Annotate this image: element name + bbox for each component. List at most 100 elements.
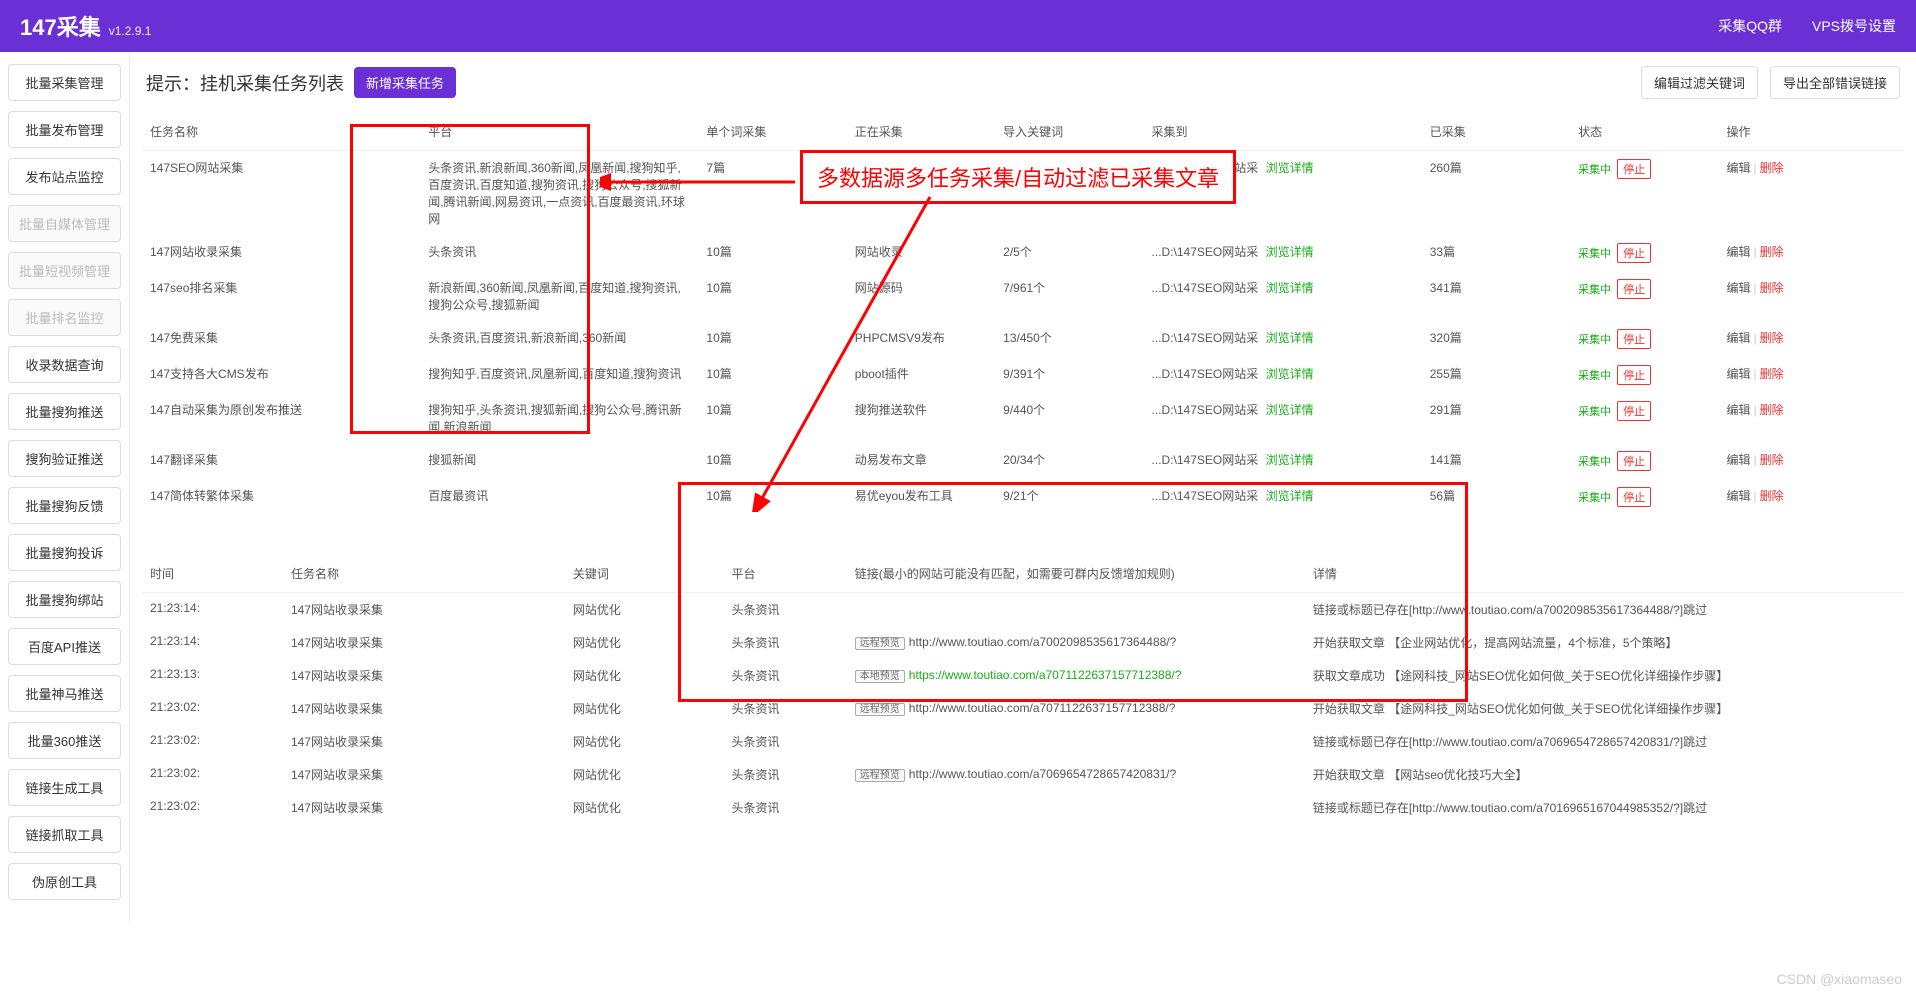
delete-link[interactable]: 删除 (1760, 245, 1784, 259)
task-cell: ...D:\147SEO网站采 浏览详情 (1144, 271, 1422, 321)
browse-detail-link[interactable]: 浏览详情 (1266, 453, 1314, 467)
stop-button[interactable]: 停止 (1617, 365, 1651, 385)
sidebar-item-7[interactable]: 批量搜狗推送 (8, 393, 121, 430)
sidebar-item-1[interactable]: 批量发布管理 (8, 111, 121, 148)
sidebar-item-5: 批量排名监控 (8, 299, 121, 336)
status-label: 采集中 (1578, 492, 1611, 504)
browse-detail-link[interactable]: 浏览详情 (1266, 367, 1314, 381)
browse-detail-link[interactable]: 浏览详情 (1266, 331, 1314, 345)
tasks-col-2: 单个词采集 (698, 113, 846, 151)
log-link-cell: 远程预览 http://www.toutiao.com/a700209853561… (847, 626, 1305, 659)
task-cell: 147网站收录采集 (142, 235, 420, 271)
preview-button[interactable]: 远程预览 (855, 769, 905, 782)
status-label: 采集中 (1578, 456, 1611, 468)
log-platform: 头条资讯 (723, 692, 846, 725)
task-cell: ...D:\147SEO网站采 浏览详情 (1144, 235, 1422, 271)
header-link-qq[interactable]: 采集QQ群 (1718, 16, 1782, 36)
task-cell: 采集中停止 (1570, 393, 1718, 443)
sidebar-item-16[interactable]: 链接抓取工具 (8, 816, 121, 853)
browse-detail-link[interactable]: 浏览详情 (1266, 245, 1314, 259)
delete-link[interactable]: 删除 (1760, 453, 1784, 467)
delete-link[interactable]: 删除 (1760, 161, 1784, 175)
task-cell: 编辑|删除 (1718, 151, 1904, 236)
browse-detail-link[interactable]: 浏览详情 (1266, 161, 1314, 175)
log-url[interactable]: https://www.toutiao.com/a707112263715771… (909, 668, 1182, 682)
filter-keyword-button[interactable]: 编辑过滤关键词 (1641, 66, 1758, 99)
dest-path: ...D:\147SEO网站采 (1152, 403, 1259, 417)
stop-button[interactable]: 停止 (1617, 487, 1651, 507)
header-link-vps[interactable]: VPS拨号设置 (1812, 16, 1896, 36)
log-keyword: 网站优化 (565, 593, 724, 627)
browse-detail-link[interactable]: 浏览详情 (1266, 403, 1314, 417)
log-time: 21:23:13: (142, 659, 283, 692)
preview-button[interactable]: 远程预览 (855, 703, 905, 716)
log-time: 21:23:02: (142, 725, 283, 758)
dest-path: ...D:\147SEO网站采 (1152, 453, 1259, 467)
sidebar-item-10[interactable]: 批量搜狗投诉 (8, 534, 121, 571)
new-task-button[interactable]: 新增采集任务 (354, 67, 456, 98)
edit-link[interactable]: 编辑 (1726, 331, 1750, 345)
tasks-col-5: 采集到 (1144, 113, 1422, 151)
sidebar-item-6[interactable]: 收录数据查询 (8, 346, 121, 383)
sidebar-item-15[interactable]: 链接生成工具 (8, 769, 121, 806)
stop-button[interactable]: 停止 (1617, 451, 1651, 471)
task-cell: 147自动采集为原创发布推送 (142, 393, 420, 443)
sidebar-item-0[interactable]: 批量采集管理 (8, 64, 121, 101)
edit-link[interactable]: 编辑 (1726, 367, 1750, 381)
header-left: 147采集 v1.2.9.1 (20, 10, 151, 42)
stop-button[interactable]: 停止 (1617, 243, 1651, 263)
browse-detail-link[interactable]: 浏览详情 (1266, 281, 1314, 295)
task-cell: 采集中停止 (1570, 443, 1718, 479)
log-url[interactable]: http://www.toutiao.com/a7002098535617364… (909, 635, 1177, 649)
sidebar-item-8[interactable]: 搜狗验证推送 (8, 440, 121, 477)
edit-link[interactable]: 编辑 (1726, 403, 1750, 417)
stop-button[interactable]: 停止 (1617, 329, 1651, 349)
browse-detail-link[interactable]: 浏览详情 (1266, 489, 1314, 503)
sidebar-item-12[interactable]: 百度API推送 (8, 628, 121, 665)
edit-link[interactable]: 编辑 (1726, 489, 1750, 503)
log-link-cell: 远程预览 http://www.toutiao.com/a707112263715… (847, 692, 1305, 725)
task-cell: 编辑|删除 (1718, 443, 1904, 479)
delete-link[interactable]: 删除 (1760, 281, 1784, 295)
tasks-col-7: 状态 (1570, 113, 1718, 151)
preview-button[interactable]: 本地预览 (855, 670, 905, 683)
log-keyword: 网站优化 (565, 758, 724, 791)
sidebar-item-14[interactable]: 批量360推送 (8, 722, 121, 759)
log-row: 21:23:14:147网站收录采集网站优化头条资讯链接或标题已存在[http:… (142, 593, 1904, 627)
app-version: v1.2.9.1 (109, 24, 152, 38)
delete-link[interactable]: 删除 (1760, 367, 1784, 381)
sidebar-item-9[interactable]: 批量搜狗反馈 (8, 487, 121, 524)
delete-link[interactable]: 删除 (1760, 489, 1784, 503)
log-url[interactable]: http://www.toutiao.com/a7071122637157712… (909, 701, 1176, 715)
task-cell: ...D:\147SEO网站采 浏览详情 (1144, 443, 1422, 479)
log-link-cell (847, 725, 1305, 758)
export-error-button[interactable]: 导出全部错误链接 (1770, 66, 1900, 99)
task-cell: 采集中停止 (1570, 271, 1718, 321)
log-keyword: 网站优化 (565, 626, 724, 659)
delete-link[interactable]: 删除 (1760, 403, 1784, 417)
log-detail: 链接或标题已存在[http://www.toutiao.com/a7016965… (1305, 791, 1904, 824)
log-platform: 头条资讯 (723, 626, 846, 659)
stop-button[interactable]: 停止 (1617, 159, 1651, 179)
task-cell: 147翻译采集 (142, 443, 420, 479)
dest-path: ...D:\147SEO网站采 (1152, 245, 1259, 259)
edit-link[interactable]: 编辑 (1726, 161, 1750, 175)
edit-link[interactable]: 编辑 (1726, 281, 1750, 295)
sidebar-item-17[interactable]: 伪原创工具 (8, 863, 121, 900)
stop-button[interactable]: 停止 (1617, 401, 1651, 421)
edit-link[interactable]: 编辑 (1726, 245, 1750, 259)
sidebar-item-2[interactable]: 发布站点监控 (8, 158, 121, 195)
delete-link[interactable]: 删除 (1760, 331, 1784, 345)
log-row: 21:23:02:147网站收录采集网站优化头条资讯链接或标题已存在[http:… (142, 725, 1904, 758)
task-cell: 头条资讯 (420, 235, 698, 271)
sidebar-item-13[interactable]: 批量神马推送 (8, 675, 121, 712)
stop-button[interactable]: 停止 (1617, 279, 1651, 299)
task-cell: 采集中停止 (1570, 357, 1718, 393)
sidebar-item-11[interactable]: 批量搜狗绑站 (8, 581, 121, 618)
status-label: 采集中 (1578, 334, 1611, 346)
edit-link[interactable]: 编辑 (1726, 453, 1750, 467)
log-url[interactable]: http://www.toutiao.com/a7069654728657420… (909, 767, 1177, 781)
tasks-col-1: 平台 (420, 113, 698, 151)
log-row: 21:23:14:147网站收录采集网站优化头条资讯远程预览http://www… (142, 626, 1904, 659)
preview-button[interactable]: 远程预览 (855, 637, 905, 650)
